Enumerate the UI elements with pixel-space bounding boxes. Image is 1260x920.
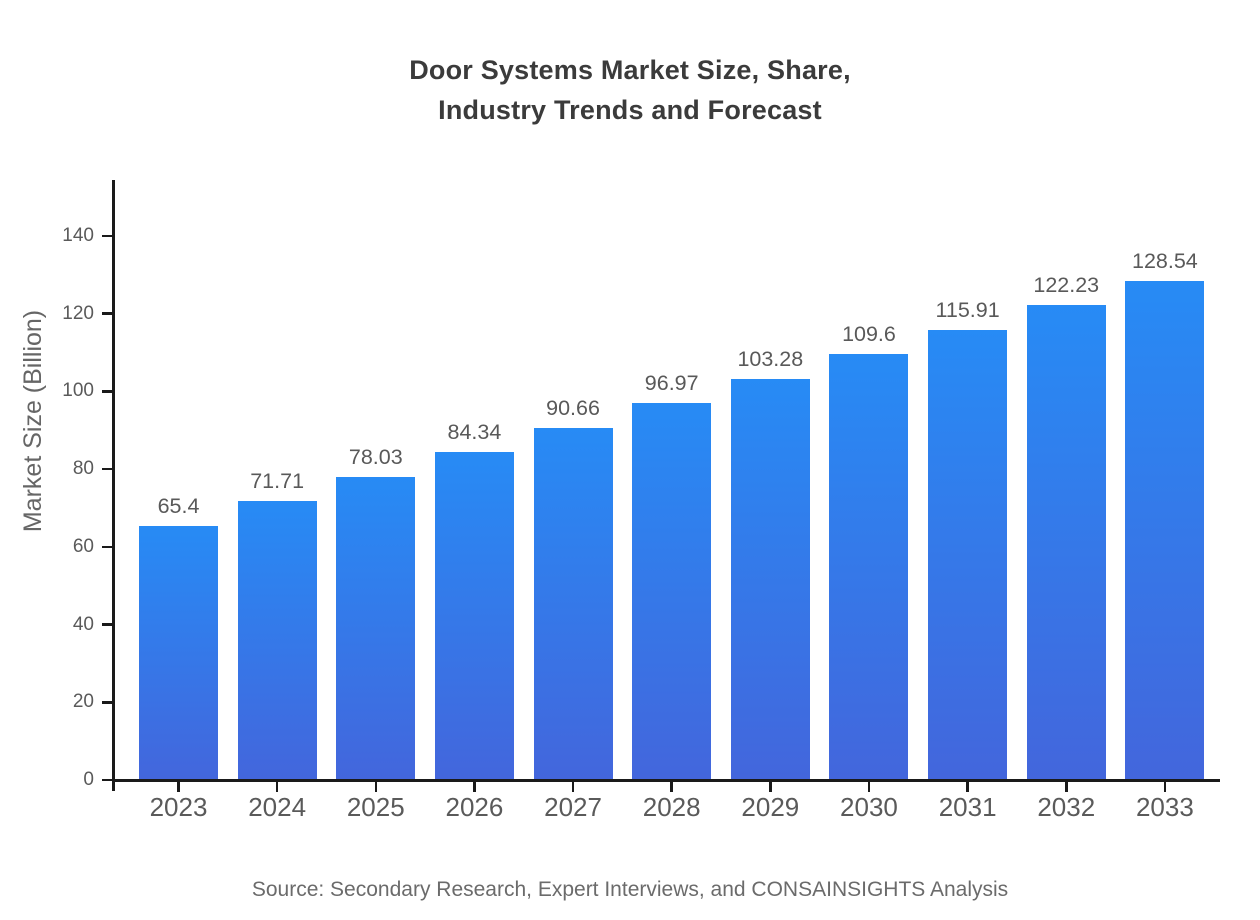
x-tick-label-2029: 2029 <box>741 792 800 822</box>
bar-value-2024: 71.71 <box>250 469 305 494</box>
x-tick-label-2027: 2027 <box>544 792 602 822</box>
y-tick-label-80: 80 <box>72 458 94 480</box>
bar-2032 <box>1026 305 1106 780</box>
chart-title-line1: Door Systems Market Size, Share, <box>409 55 851 85</box>
y-tick-20 <box>102 701 112 704</box>
y-tick-label-20: 20 <box>72 691 94 713</box>
x-tick-2023 <box>177 782 180 792</box>
bar-2025 <box>336 476 416 780</box>
bar-value-2023: 65.4 <box>157 493 200 518</box>
bar-2030 <box>829 354 909 780</box>
x-axis-spine <box>112 779 1220 782</box>
y-tick-label-100: 100 <box>62 380 94 402</box>
bar-value-2031: 115.91 <box>935 297 1000 322</box>
bar-2029 <box>730 378 810 780</box>
bar-value-2027: 90.66 <box>546 395 600 420</box>
bar-2026 <box>434 452 514 780</box>
bar-2024 <box>237 501 317 780</box>
y-tick-60 <box>102 545 112 549</box>
x-tick-2028 <box>670 782 673 792</box>
y-tick-label-140: 140 <box>62 225 94 246</box>
x-tick-2027 <box>571 782 575 792</box>
x-tick-2026 <box>473 782 476 792</box>
x-tick-label-2033: 2033 <box>1135 792 1194 822</box>
x-tick-label-2030: 2030 <box>840 792 898 822</box>
y-tick-label-40: 40 <box>72 613 94 635</box>
x-tick-2033 <box>1163 782 1167 792</box>
y-tick-label-60: 60 <box>72 535 94 557</box>
chart-title: Door Systems Market Size, Share, Industr… <box>0 50 1260 130</box>
bar-value-2029: 103.28 <box>737 346 804 371</box>
bar-2023 <box>139 525 218 780</box>
y-axis-spine <box>112 180 115 791</box>
source-attribution: Source: Secondary Research, Expert Inter… <box>251 878 1009 901</box>
chart-title-line2: Industry Trends and Forecast <box>438 95 822 125</box>
y-tick-140 <box>102 234 112 238</box>
x-tick-label-2024: 2024 <box>248 792 307 822</box>
x-tick-label-2026: 2026 <box>445 792 504 822</box>
x-tick-label-2025: 2025 <box>346 792 405 822</box>
y-tick-40 <box>102 623 112 626</box>
bar-value-2032: 122.23 <box>1033 273 1100 298</box>
bar-2027 <box>533 427 613 780</box>
x-tick-label-2032: 2032 <box>1037 792 1096 822</box>
x-tick-label-2028: 2028 <box>642 792 701 822</box>
bar-value-2026: 84.34 <box>447 420 502 445</box>
x-tick-2024 <box>275 782 279 792</box>
y-tick-label-120: 120 <box>62 302 94 324</box>
y-tick-80 <box>102 467 112 471</box>
x-tick-2031 <box>966 782 969 792</box>
x-tick-2029 <box>769 782 772 792</box>
x-tick-label-2031: 2031 <box>938 792 997 822</box>
x-tick-2030 <box>867 782 871 792</box>
bar-value-2033: 128.54 <box>1132 248 1198 273</box>
x-tick-label-2023: 2023 <box>149 792 208 822</box>
y-tick-0 <box>102 778 112 782</box>
y-tick-label-0: 0 <box>83 769 94 790</box>
x-tick-2025 <box>374 782 378 792</box>
bar-value-2025: 78.03 <box>348 444 403 469</box>
x-tick-2032 <box>1065 782 1068 792</box>
y-tick-120 <box>102 312 112 315</box>
y-tick-100 <box>102 390 112 393</box>
bar-2028 <box>632 403 712 780</box>
bar-2031 <box>928 329 1008 780</box>
bar-2033 <box>1125 280 1205 780</box>
bar-value-2030: 109.6 <box>842 322 896 347</box>
bar-value-2028: 96.97 <box>644 371 699 396</box>
